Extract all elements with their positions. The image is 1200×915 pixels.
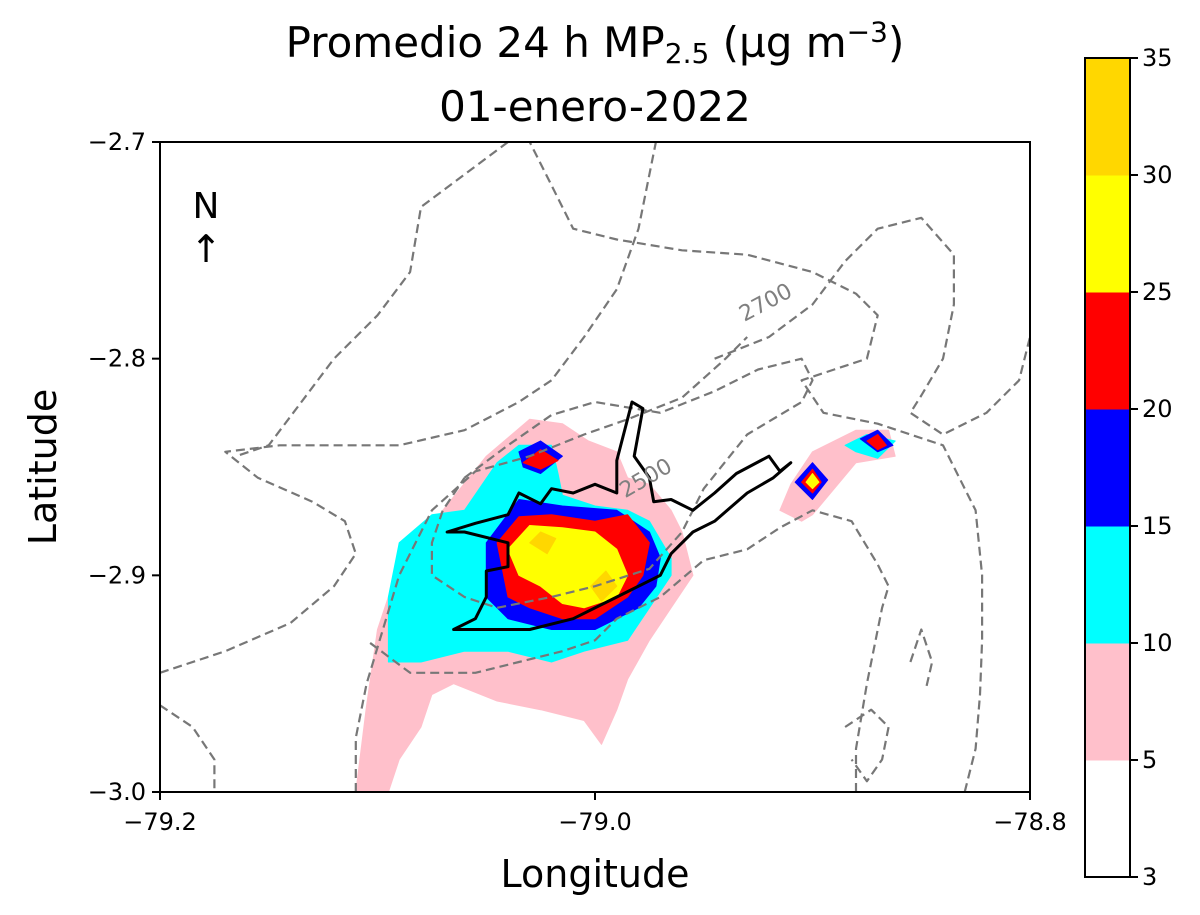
elevation-contour-1	[160, 704, 216, 792]
colorbar-segment-0	[1085, 760, 1130, 878]
x-tick-label: −78.8	[993, 808, 1067, 836]
y-axis-ticks: −2.7 −2.8 −2.9 −3.0	[88, 128, 160, 806]
colorbar-tick-label: 30	[1142, 161, 1173, 189]
chart-title: Promedio 24 h MP2.5 (µg m−3)	[285, 15, 905, 71]
y-axis-label: Latitude	[21, 389, 65, 545]
colorbar-tick-label: 3	[1142, 863, 1157, 891]
colorbar-tick-label: 10	[1142, 629, 1173, 657]
y-tick-label: −2.8	[88, 345, 146, 373]
elevation-contour-9	[909, 628, 934, 691]
colorbar-segment-2	[1085, 526, 1130, 644]
city-boundary-line-0	[445, 400, 793, 631]
elevation-contour-5	[354, 336, 748, 792]
x-axis-ticks: −79.2 −79.0 −78.8	[123, 792, 1067, 836]
elevation-contour-8	[844, 708, 890, 783]
band-20-25-area-1	[522, 449, 559, 470]
band-20-25-area-3	[866, 434, 887, 451]
colorbar-tick-label: 20	[1142, 395, 1173, 423]
elevation-contour-4	[528, 142, 984, 792]
north-arrow-icon: ↑	[190, 227, 222, 271]
colorbar-segment-4	[1085, 292, 1130, 410]
chart-subtitle: 01-enero-2022	[439, 82, 751, 131]
elevation-contour-0	[160, 142, 657, 674]
y-tick-label: −3.0	[88, 778, 146, 806]
colorbar-segment-3	[1085, 409, 1130, 527]
elevation-contour-6	[365, 509, 890, 792]
contour-label-2700: 2700	[735, 279, 796, 327]
elevation-contour-2	[235, 142, 509, 458]
colorbar-segment-1	[1085, 643, 1130, 761]
elevation-contour-7	[430, 357, 814, 609]
north-arrow-label: N	[193, 186, 220, 227]
x-tick-label: −79.0	[558, 808, 632, 836]
elevation-contours	[160, 142, 1030, 792]
band-30-35-area-1	[590, 570, 618, 602]
band-30-35-area-0	[529, 531, 557, 555]
colorbar-tick-label: 25	[1142, 278, 1173, 306]
colorbar-tick-label: 35	[1142, 44, 1173, 72]
city-boundary	[445, 400, 793, 631]
colorbar-tick-label: 5	[1142, 746, 1157, 774]
colorbar-segment-5	[1085, 175, 1130, 293]
x-tick-label: −79.2	[123, 808, 197, 836]
colorbar-tick-label: 15	[1142, 512, 1173, 540]
band-25-30-area-1	[805, 473, 820, 490]
elevation-contour-3	[714, 216, 1030, 436]
x-axis-label: Longitude	[501, 852, 690, 896]
y-tick-label: −2.7	[88, 128, 146, 156]
y-tick-label: −2.9	[88, 561, 146, 589]
colorbar-frame	[1084, 57, 1131, 878]
colorbar-segment-6	[1085, 58, 1130, 176]
